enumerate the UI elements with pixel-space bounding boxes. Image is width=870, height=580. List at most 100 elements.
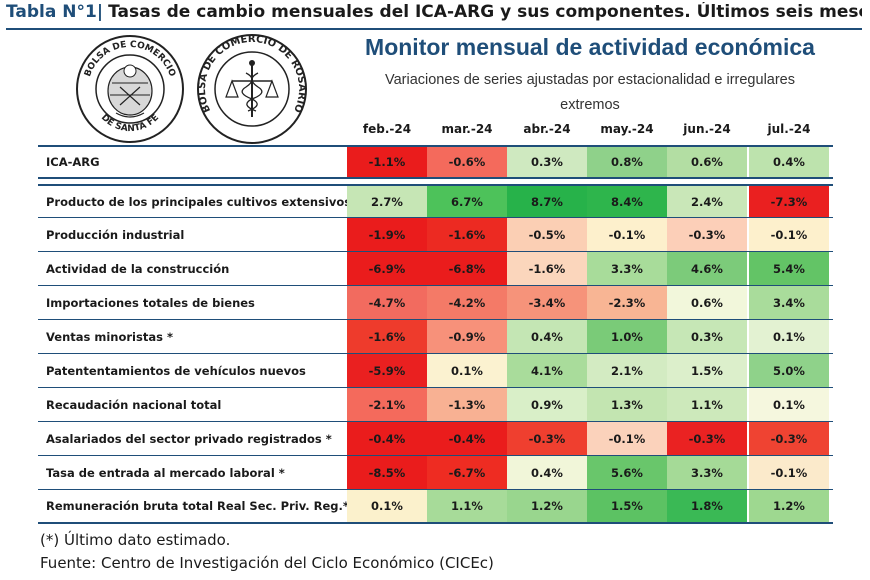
- value-cell: -0.3%: [507, 422, 587, 455]
- value-cell: -1.6%: [347, 320, 427, 353]
- seal1-emblem-icon: [107, 64, 153, 118]
- row-label: Importaciones totales de bienes: [46, 295, 255, 310]
- table-title-text: Tasas de cambio mensuales del ICA-ARG y …: [108, 2, 862, 22]
- value-cell: -3.4%: [507, 286, 587, 319]
- row-label: Producción industrial: [46, 227, 185, 242]
- value-cell: 6.7%: [427, 186, 507, 217]
- value-cell: 0.4%: [507, 320, 587, 353]
- value-cell: 1.1%: [667, 388, 747, 421]
- value-cell: 1.2%: [507, 490, 587, 522]
- column-header: may.-24: [600, 122, 654, 136]
- value-cell: 2.1%: [587, 354, 667, 387]
- value-cell: 0.3%: [667, 320, 747, 353]
- value-cell: -0.1%: [749, 456, 829, 489]
- value-cell: 0.4%: [749, 147, 829, 177]
- table-row: Producto de los principales cultivos ext…: [38, 184, 833, 218]
- row-label: Asalariados del sector privado registrad…: [46, 431, 332, 446]
- row-label: Remuneración bruta total Real Sec. Priv.…: [46, 499, 349, 513]
- value-cell: -4.2%: [427, 286, 507, 319]
- value-cell: 3.3%: [587, 252, 667, 285]
- value-cell: 0.1%: [347, 490, 427, 522]
- value-cell: 5.4%: [749, 252, 829, 285]
- table-row: Recaudación nacional total -2.1% -1.3% 0…: [38, 388, 833, 422]
- monitor-subtitle: Variaciones de series ajustadas por esta…: [340, 68, 840, 118]
- table-code: Tabla N°1|: [6, 2, 104, 22]
- value-cell: 4.1%: [507, 354, 587, 387]
- row-label: Patententamientos de vehículos nuevos: [46, 363, 306, 378]
- value-cell: 0.3%: [507, 147, 587, 177]
- table-row: Producción industrial -1.9% -1.6% -0.5% …: [38, 218, 833, 252]
- value-cell: -0.3%: [667, 422, 747, 455]
- value-cell: 5.6%: [587, 456, 667, 489]
- value-cell: -4.7%: [347, 286, 427, 319]
- table-title: Tabla N°1| Tasas de cambio mensuales del…: [6, 2, 862, 30]
- value-cell: -0.4%: [347, 422, 427, 455]
- value-cell: -7.3%: [749, 186, 829, 217]
- value-cell: -5.9%: [347, 354, 427, 387]
- value-cell: -8.5%: [347, 456, 427, 489]
- table-row: Tasa de entrada al mercado laboral * -8.…: [38, 456, 833, 490]
- table-row: Asalariados del sector privado registrad…: [38, 422, 833, 456]
- value-cell: -1.1%: [347, 147, 427, 177]
- bolsa-santa-fe-seal: BOLSA DE COMERCIO DE SANTA FE: [74, 33, 186, 145]
- monitor-subtitle-line1: Variaciones de series ajustadas por esta…: [385, 72, 795, 88]
- value-cell: 0.9%: [507, 388, 587, 421]
- value-cell: 0.1%: [749, 320, 829, 353]
- value-cell: 8.4%: [587, 186, 667, 217]
- footnote-estimate: (*) Último dato estimado.: [40, 531, 231, 549]
- value-cell: -0.3%: [667, 218, 747, 251]
- row-label: ICA-ARG: [46, 155, 100, 169]
- table-row: Ventas minoristas * -1.6% -0.9% 0.4% 1.0…: [38, 320, 833, 354]
- table-row: Actividad de la construcción -6.9% -6.8%…: [38, 252, 833, 286]
- bolsa-rosario-seal: BOLSA DE COMERCIO DE ROSARIO: [196, 33, 308, 145]
- value-cell: 8.7%: [507, 186, 587, 217]
- column-header: jun.-24: [683, 122, 731, 136]
- value-cell: 1.2%: [749, 490, 829, 522]
- value-cell: -1.3%: [427, 388, 507, 421]
- row-label: Producto de los principales cultivos ext…: [46, 194, 352, 209]
- row-label: Recaudación nacional total: [46, 397, 222, 412]
- value-cell: -0.1%: [587, 218, 667, 251]
- column-header: abr.-24: [523, 122, 571, 136]
- value-cell: -1.6%: [507, 252, 587, 285]
- column-header: feb.-24: [362, 122, 412, 136]
- value-cell: 1.1%: [427, 490, 507, 522]
- value-cell: -6.9%: [347, 252, 427, 285]
- table-row: ICA-ARG -1.1% -0.6% 0.3% 0.8% 0.6% 0.4%: [38, 145, 833, 179]
- value-cell: -0.9%: [427, 320, 507, 353]
- value-cell: -0.4%: [427, 422, 507, 455]
- value-cell: 4.6%: [667, 252, 747, 285]
- value-cell: 0.8%: [587, 147, 667, 177]
- value-cell: 3.3%: [667, 456, 747, 489]
- value-cell: -0.6%: [427, 147, 507, 177]
- monitor-title: Monitor mensual de actividad económica: [365, 34, 815, 60]
- value-cell: 1.3%: [587, 388, 667, 421]
- value-cell: 1.8%: [667, 490, 747, 522]
- value-cell: 1.5%: [667, 354, 747, 387]
- value-cell: -6.8%: [427, 252, 507, 285]
- value-cell: 0.1%: [427, 354, 507, 387]
- value-cell: -0.3%: [749, 422, 829, 455]
- row-label: Ventas minoristas *: [46, 329, 173, 344]
- value-cell: 5.0%: [749, 354, 829, 387]
- value-cell: 0.6%: [667, 286, 747, 319]
- value-cell: -2.3%: [587, 286, 667, 319]
- footnote-source: Fuente: Centro de Investigación del Cicl…: [40, 554, 494, 572]
- value-cell: -1.9%: [347, 218, 427, 251]
- value-cell: 2.7%: [347, 186, 427, 217]
- table-row: Patententamientos de vehículos nuevos -5…: [38, 354, 833, 388]
- value-cell: -2.1%: [347, 388, 427, 421]
- row-label: Actividad de la construcción: [46, 261, 230, 276]
- row-label: Tasa de entrada al mercado laboral *: [46, 465, 285, 480]
- column-header: jul.-24: [767, 122, 811, 136]
- column-header: mar.-24: [441, 122, 493, 136]
- value-cell: -1.6%: [427, 218, 507, 251]
- value-cell: 3.4%: [749, 286, 829, 319]
- table-row: Importaciones totales de bienes -4.7% -4…: [38, 286, 833, 320]
- value-cell: 1.5%: [587, 490, 667, 522]
- value-cell: 0.1%: [749, 388, 829, 421]
- value-cell: -0.5%: [507, 218, 587, 251]
- value-cell: 0.6%: [667, 147, 747, 177]
- seal2-caduceus-icon: [225, 60, 279, 117]
- value-cell: -0.1%: [749, 218, 829, 251]
